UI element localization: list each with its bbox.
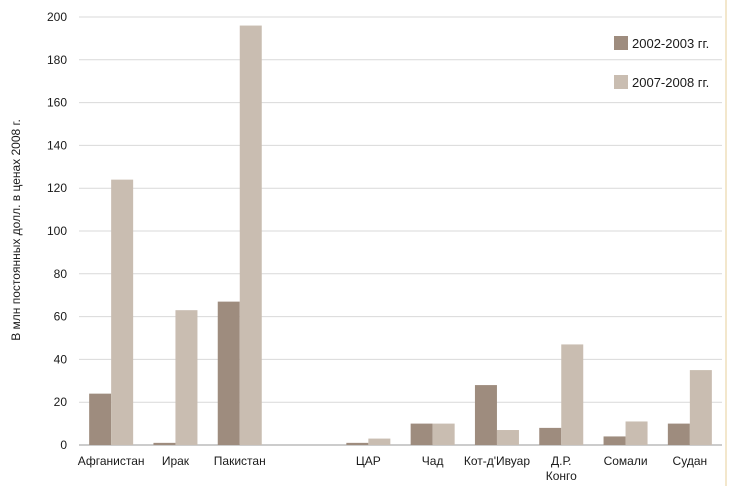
x-category-label: Конго (546, 469, 577, 483)
legend-swatch (614, 36, 628, 50)
y-tick-label: 60 (54, 310, 68, 324)
bar-1-8 (539, 427, 562, 445)
x-category-label: Ирак (162, 454, 190, 468)
x-category-label: Афганистан (78, 454, 145, 468)
y-tick-label: 20 (54, 395, 68, 409)
x-category-label: Сомали (604, 454, 648, 468)
bar-1-3 (217, 301, 240, 445)
bars (89, 25, 712, 446)
bar-2-8 (561, 344, 584, 445)
bar-2-2 (175, 310, 198, 445)
legend-label: 2007-2008 гг. (632, 75, 709, 90)
bar-2-7 (496, 430, 519, 445)
y-tick-label: 100 (47, 224, 67, 238)
x-category-label: ЦАР (356, 454, 381, 468)
bar-2-3 (239, 25, 262, 446)
x-category-label: Пакистан (214, 454, 266, 468)
y-tick-label: 200 (47, 10, 67, 24)
y-axis-ticks: 0 20 40 60 80 100 120 140 160 180 200 (47, 10, 67, 452)
y-tick-label: 40 (54, 352, 68, 366)
bar-2-10 (689, 370, 712, 445)
y-tick-label: 160 (47, 96, 67, 110)
legend-label: 2002-2003 гг. (632, 36, 709, 51)
y-tick-label: 80 (54, 267, 68, 281)
bar-1-9 (603, 436, 626, 445)
bar-2-5 (368, 438, 391, 445)
x-category-label: Кот-д'Ивуар (464, 454, 530, 468)
y-axis-title: В млн постоянных долл. в ценах 2008 г. (9, 119, 23, 341)
bar-1-2 (153, 442, 176, 445)
legend: 2002-2003 гг. 2007-2008 гг. (614, 36, 709, 90)
y-tick-label: 140 (47, 138, 67, 152)
y-tick-label: 180 (47, 53, 67, 67)
bar-1-7 (474, 385, 497, 445)
bar-2-1 (111, 179, 134, 445)
bar-1-1 (89, 393, 112, 445)
x-category-label: Чад (422, 454, 444, 468)
bar-1-5 (346, 442, 369, 445)
bar-2-9 (625, 421, 648, 445)
bar-1-6 (410, 423, 433, 445)
x-category-label: Судан (673, 454, 708, 468)
y-tick-label: 120 (47, 181, 67, 195)
x-category-label: Д.Р. (551, 454, 572, 468)
bar-2-6 (432, 423, 455, 445)
bar-1-10 (667, 423, 690, 445)
legend-swatch (614, 75, 628, 89)
x-axis-labels: Афганистан Ирак Пакистан ЦАР Чад Кот-д'Ивуар Д… (78, 454, 707, 483)
y-tick-label: 0 (60, 438, 67, 452)
